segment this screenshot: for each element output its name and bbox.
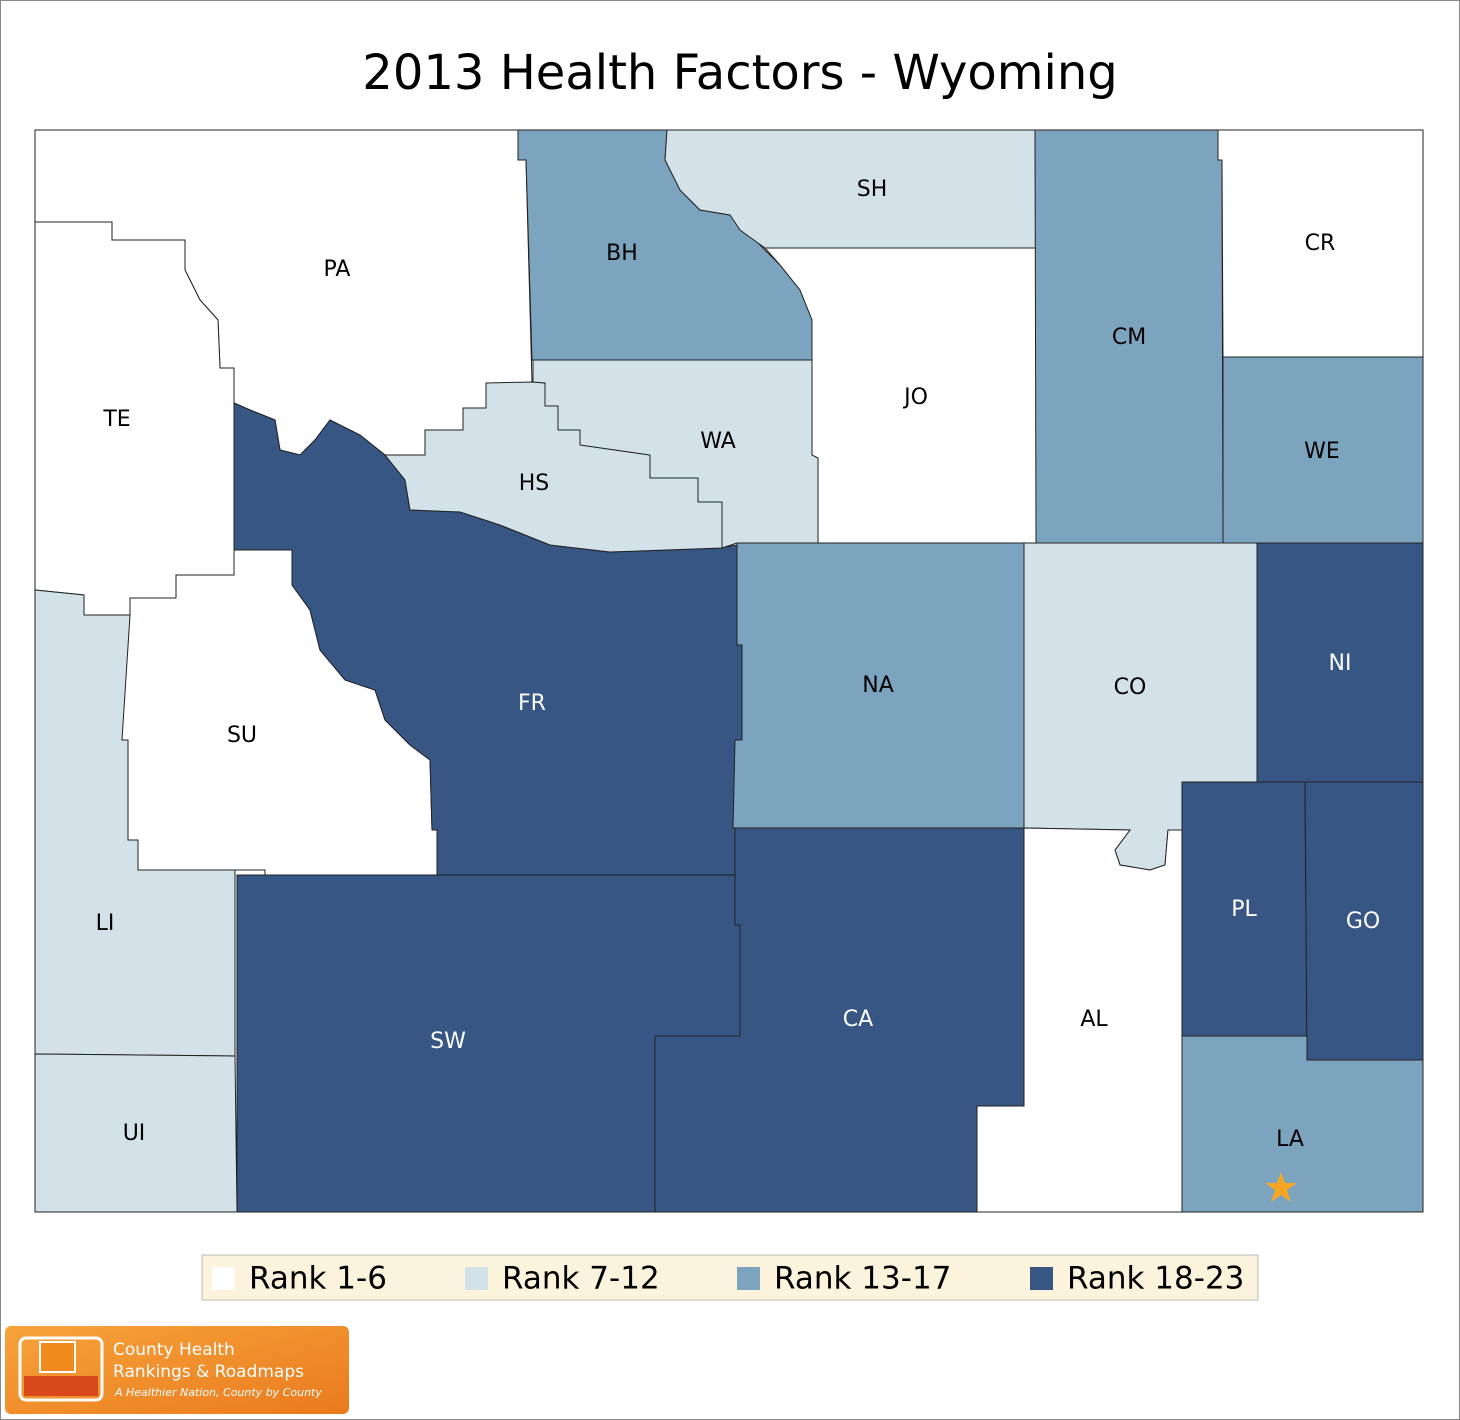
legend-label: Rank 1-6	[249, 1261, 387, 1297]
legend-swatch	[737, 1267, 760, 1290]
legend-label: Rank 13-17	[774, 1261, 951, 1297]
county-label: HS	[519, 471, 550, 496]
county-label: SU	[227, 723, 257, 748]
map-border	[34, 129, 1424, 1213]
logo-icon	[18, 1336, 104, 1402]
county-label: CM	[1112, 325, 1146, 350]
logo-text: County Health	[113, 1340, 235, 1360]
legend-label: Rank 18-23	[1067, 1261, 1244, 1297]
county-label: NA	[862, 673, 894, 698]
county-label: CR	[1305, 231, 1336, 256]
county-label: SH	[857, 177, 888, 202]
logo-tagline: A Healthier Nation, County by County	[114, 1386, 322, 1399]
county-label: WA	[700, 429, 736, 454]
county-label: LI	[96, 911, 115, 936]
county-label: GO	[1346, 909, 1380, 934]
county-label: CO	[1114, 675, 1147, 700]
county-label: LA	[1276, 1127, 1304, 1152]
county-label: TE	[102, 407, 130, 432]
county-label: CA	[843, 1007, 873, 1032]
logo-icon	[24, 1376, 98, 1396]
logo-text: Rankings & Roadmaps	[113, 1362, 304, 1382]
county-label: WE	[1304, 439, 1340, 464]
county-label: UI	[123, 1121, 146, 1146]
legend-swatch	[1030, 1267, 1053, 1290]
title: 2013 Health Factors - Wyoming	[362, 45, 1117, 101]
county-label: BH	[606, 241, 638, 266]
county-label: FR	[518, 691, 546, 716]
legend-swatch	[465, 1267, 488, 1290]
legend	[201, 1254, 1259, 1301]
star	[1265, 1172, 1297, 1202]
county-label: SW	[430, 1029, 466, 1054]
county-label: NI	[1329, 651, 1352, 676]
logo-icon	[39, 1341, 76, 1373]
legend-swatch	[212, 1267, 235, 1290]
county-label: PA	[324, 257, 351, 282]
county	[1181, 1035, 1424, 1213]
county-label: AL	[1080, 1007, 1108, 1032]
county-label: JO	[902, 385, 928, 410]
county-label: PL	[1231, 897, 1257, 922]
legend-label: Rank 7-12	[502, 1261, 660, 1297]
